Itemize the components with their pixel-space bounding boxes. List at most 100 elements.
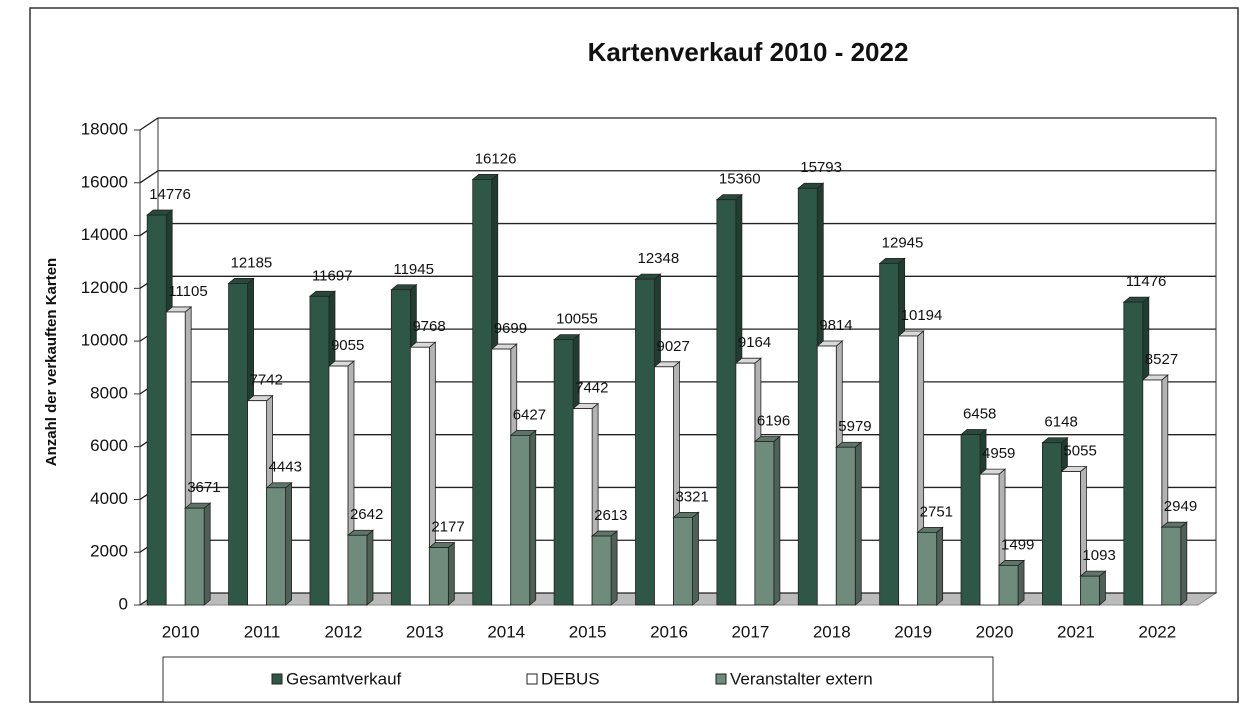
bar-front bbox=[673, 516, 693, 606]
grid-line bbox=[139, 117, 1216, 131]
data-label: 15793 bbox=[800, 159, 842, 176]
data-label: 7442 bbox=[575, 380, 608, 397]
data-label: 12185 bbox=[231, 254, 273, 271]
data-label: 14776 bbox=[149, 186, 191, 203]
bar-front bbox=[510, 434, 531, 606]
bar-front bbox=[228, 283, 248, 606]
x-tick-label: 2015 bbox=[569, 622, 607, 641]
data-label: 2177 bbox=[431, 519, 464, 536]
y-tick-label: 16000 bbox=[81, 172, 128, 191]
bar bbox=[997, 559, 1026, 606]
bar-front bbox=[309, 295, 330, 606]
bar-side bbox=[1017, 559, 1025, 606]
x-tick-label: 2012 bbox=[325, 622, 363, 641]
bar-front bbox=[960, 434, 981, 606]
data-label: 11697 bbox=[312, 267, 353, 284]
data-label: 9814 bbox=[819, 317, 852, 334]
data-label: 8527 bbox=[1145, 351, 1178, 368]
bar bbox=[835, 441, 863, 606]
bar bbox=[509, 429, 537, 606]
bar-side bbox=[610, 530, 618, 606]
bar-front bbox=[328, 365, 349, 606]
bar bbox=[265, 481, 293, 606]
x-tick-label: 2019 bbox=[894, 622, 932, 641]
bar-side bbox=[529, 429, 537, 606]
data-label: 12348 bbox=[638, 250, 680, 267]
bar bbox=[409, 341, 437, 606]
bar-front bbox=[165, 311, 186, 606]
y-tick-label: 10000 bbox=[81, 331, 128, 350]
bar-front bbox=[409, 346, 430, 606]
bar-front bbox=[635, 278, 655, 606]
bar-front bbox=[1123, 301, 1144, 606]
y-tick-label: 8000 bbox=[90, 383, 128, 402]
bar-front bbox=[428, 547, 449, 606]
bar-front bbox=[716, 199, 737, 606]
bar bbox=[591, 530, 619, 606]
bar-side bbox=[1180, 521, 1188, 606]
bar-side bbox=[285, 481, 292, 606]
y-tick-label: 14000 bbox=[81, 225, 128, 244]
bar-front bbox=[266, 487, 286, 606]
legend-swatch bbox=[715, 673, 727, 685]
x-tick-label: 2010 bbox=[162, 622, 200, 641]
y-axis-label: Anzahl der verkauften Karten bbox=[43, 258, 60, 466]
bar-front bbox=[390, 289, 411, 606]
bar bbox=[1079, 570, 1107, 606]
data-label: 2751 bbox=[920, 503, 953, 520]
data-label: 4443 bbox=[269, 459, 302, 476]
bar bbox=[346, 529, 375, 606]
data-label: 9164 bbox=[738, 334, 771, 351]
data-label: 15360 bbox=[719, 171, 761, 188]
bar-front bbox=[879, 262, 900, 606]
x-tick-label: 2021 bbox=[1057, 622, 1095, 641]
legend-label: DEBUS bbox=[541, 669, 600, 688]
bar-front bbox=[735, 362, 756, 606]
data-label: 2642 bbox=[350, 506, 383, 523]
data-label: 5979 bbox=[838, 418, 871, 435]
data-label: 16126 bbox=[475, 150, 517, 167]
bar-front bbox=[797, 187, 818, 606]
x-tick-label: 2020 bbox=[976, 622, 1014, 641]
grid-line bbox=[139, 170, 1216, 184]
data-label: 10194 bbox=[901, 307, 943, 324]
bar-front bbox=[1080, 575, 1100, 606]
data-label: 11476 bbox=[1126, 273, 1167, 290]
bar-side bbox=[1099, 570, 1106, 606]
bar-front bbox=[816, 345, 837, 606]
data-label: 6196 bbox=[757, 412, 790, 429]
bar-front bbox=[1161, 526, 1182, 606]
bar-side bbox=[692, 511, 699, 606]
data-label: 9055 bbox=[331, 337, 364, 354]
bar bbox=[1160, 521, 1188, 606]
x-tick-label: 2016 bbox=[650, 622, 688, 641]
bar-front bbox=[835, 446, 856, 606]
chart-title: Kartenverkauf 2010 - 2022 bbox=[588, 37, 909, 67]
bar-front bbox=[754, 441, 775, 606]
bar-front bbox=[572, 408, 593, 606]
bar-side bbox=[854, 441, 862, 606]
data-label: 4959 bbox=[982, 445, 1015, 462]
bar bbox=[1141, 374, 1169, 606]
bar-front bbox=[898, 335, 919, 606]
bar bbox=[184, 502, 212, 606]
bar-front bbox=[347, 534, 368, 606]
data-label: 1499 bbox=[1001, 536, 1034, 553]
legend-label: Gesamtverkauf bbox=[286, 669, 402, 688]
data-label: 1093 bbox=[1082, 547, 1115, 564]
data-label: 9768 bbox=[412, 318, 445, 335]
bar-front bbox=[1042, 442, 1062, 606]
bar-side bbox=[203, 502, 211, 606]
bar-front bbox=[146, 214, 167, 606]
y-tick-label: 0 bbox=[119, 594, 128, 613]
data-label: 11105 bbox=[168, 283, 208, 300]
data-label: 5055 bbox=[1063, 443, 1096, 460]
x-tick-label: 2017 bbox=[731, 622, 769, 641]
data-label: 9027 bbox=[657, 338, 690, 355]
bar-front bbox=[1061, 471, 1081, 606]
x-tick-label: 2022 bbox=[1138, 622, 1176, 641]
y-tick-label: 12000 bbox=[81, 278, 128, 297]
bar bbox=[428, 541, 456, 606]
bar-front bbox=[1142, 379, 1163, 606]
